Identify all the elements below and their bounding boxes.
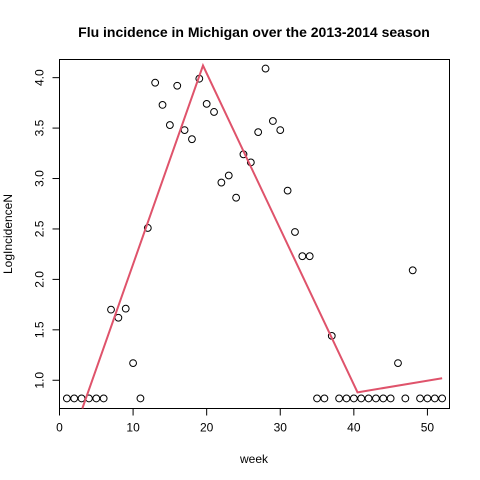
x-tick-label: 20 — [200, 421, 214, 435]
fit-line-group — [81, 62, 443, 409]
data-point — [62, 394, 71, 403]
data-point — [77, 394, 86, 403]
data-point — [298, 252, 307, 261]
data-point — [232, 193, 241, 202]
data-point — [423, 394, 432, 403]
data-point — [335, 394, 344, 403]
data-point — [173, 81, 182, 90]
data-point — [379, 394, 388, 403]
data-point — [261, 64, 270, 73]
data-point — [342, 394, 351, 403]
data-point — [313, 394, 321, 403]
y-tick-label: 1.5 — [33, 321, 47, 338]
plot-frame — [59, 59, 450, 409]
scatter-points — [62, 64, 447, 403]
data-point — [121, 304, 130, 313]
fit-line — [81, 62, 443, 409]
data-point — [224, 171, 233, 180]
y-tick-label: 2.5 — [33, 220, 47, 237]
data-point — [401, 394, 410, 403]
data-point — [364, 394, 373, 403]
data-point — [107, 305, 115, 314]
y-axis-label: LogIncidenceN — [1, 194, 15, 274]
data-point — [349, 394, 358, 403]
x-axis: 0 10 20 30 40 50 — [56, 408, 435, 435]
y-tick-label: 2.0 — [33, 271, 47, 288]
x-tick-label: 10 — [126, 421, 140, 435]
y-tick-label: 4.0 — [33, 69, 47, 86]
data-point — [372, 394, 380, 403]
y-axis: 1.0 1.5 2.0 2.5 3.0 3.5 4.0 — [33, 69, 60, 389]
data-point — [416, 394, 424, 403]
data-point — [202, 99, 211, 108]
x-axis-label: week — [239, 452, 269, 466]
data-point — [70, 394, 79, 403]
data-point — [151, 78, 160, 87]
data-point — [188, 135, 196, 144]
data-point — [99, 394, 108, 403]
data-point — [305, 252, 314, 261]
x-tick-label: 30 — [274, 421, 288, 435]
data-point — [268, 117, 277, 125]
x-tick-label: 50 — [421, 421, 435, 435]
data-point — [386, 394, 395, 403]
data-point — [394, 359, 402, 368]
x-tick-label: 40 — [347, 421, 361, 435]
chart-title: Flu incidence in Michigan over the 2013-… — [78, 24, 430, 40]
data-point — [283, 186, 292, 195]
data-point — [136, 394, 145, 403]
y-tick-label: 3.0 — [33, 170, 47, 187]
y-tick-label: 1.0 — [33, 372, 47, 389]
data-point — [254, 128, 263, 137]
data-point — [165, 121, 174, 129]
data-point — [210, 108, 218, 116]
data-point — [291, 228, 299, 236]
y-tick-label: 3.5 — [33, 119, 47, 136]
data-point — [180, 126, 189, 135]
data-point — [158, 100, 167, 109]
data-point — [438, 394, 447, 403]
x-tick-label: 0 — [56, 421, 63, 435]
data-point — [217, 178, 226, 187]
data-point — [129, 359, 137, 368]
data-point — [357, 394, 366, 403]
data-point — [320, 394, 329, 403]
data-point — [92, 394, 101, 403]
data-point — [276, 126, 285, 135]
data-point — [430, 394, 439, 403]
data-point — [408, 266, 417, 275]
